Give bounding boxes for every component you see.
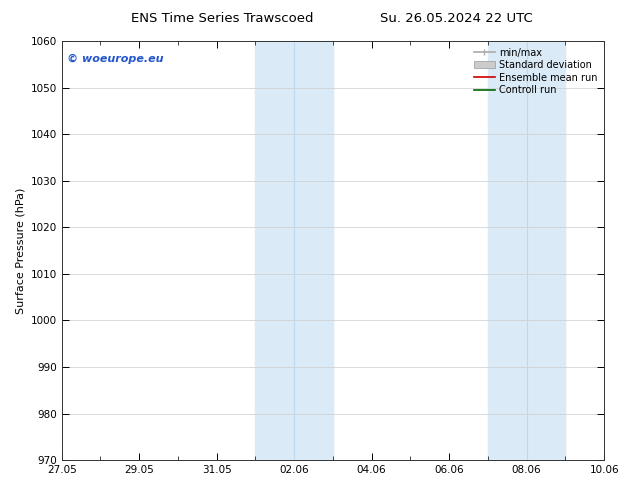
Bar	[488, 41, 566, 460]
Text: © woeurope.eu: © woeurope.eu	[67, 53, 164, 64]
Text: ENS Time Series Trawscoed: ENS Time Series Trawscoed	[131, 12, 313, 25]
Legend: min/max, Standard deviation, Ensemble mean run, Controll run: min/max, Standard deviation, Ensemble me…	[472, 46, 599, 97]
Bar	[256, 41, 333, 460]
Y-axis label: Surface Pressure (hPa): Surface Pressure (hPa)	[15, 187, 25, 314]
Text: Su. 26.05.2024 22 UTC: Su. 26.05.2024 22 UTC	[380, 12, 533, 25]
